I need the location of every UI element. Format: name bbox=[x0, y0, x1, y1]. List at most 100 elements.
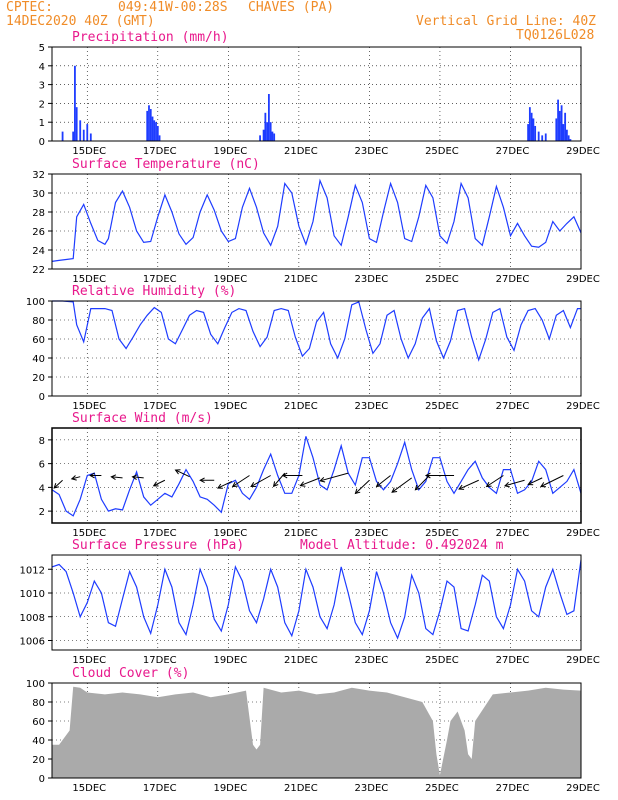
header-date: 14DEC2020 40Z (GMT) bbox=[6, 14, 155, 29]
chart-5-ytick: 40 bbox=[32, 736, 45, 747]
chart-0-bar bbox=[75, 107, 78, 141]
chart-0-xtick: 27DEC bbox=[496, 146, 530, 157]
chart-0-bar bbox=[564, 112, 567, 141]
chart-0-bar bbox=[158, 135, 161, 141]
chart-0-bar bbox=[155, 122, 157, 141]
chart-0-bar bbox=[560, 105, 563, 141]
chart-5-ytick: 0 bbox=[39, 774, 45, 785]
chart-0-bar bbox=[534, 125, 537, 141]
chart-4-ytick: 1012 bbox=[20, 565, 45, 576]
chart-3-wind-arrow bbox=[217, 480, 233, 489]
chart-3-wind-arrowhead bbox=[89, 472, 95, 479]
chart-4-xtick: 21DEC bbox=[284, 655, 318, 666]
chart-3-frame bbox=[51, 427, 582, 524]
chart-3-wind-arrowhead bbox=[540, 482, 547, 488]
chart-0-bar bbox=[537, 131, 540, 141]
chart-0-bar bbox=[156, 125, 159, 141]
chart-1-xtick: 19DEC bbox=[213, 274, 247, 285]
chart-2-xtick: 25DEC bbox=[425, 401, 459, 412]
chart-2-series-line bbox=[52, 300, 581, 362]
chart-1-ytick: 32 bbox=[32, 170, 45, 181]
chart-2-xtick: 19DEC bbox=[213, 401, 247, 412]
chart-0-bar bbox=[558, 110, 561, 141]
chart-0-bar bbox=[61, 131, 64, 141]
chart-0-ytick: 0 bbox=[39, 137, 45, 148]
chart-1-ytick: 26 bbox=[32, 227, 45, 238]
chart-5-ytick: 60 bbox=[32, 717, 45, 728]
chart-3-wind-arrowhead bbox=[458, 484, 465, 490]
chart-4-xtick: 19DEC bbox=[213, 655, 247, 666]
chart-4-ytick: 1010 bbox=[20, 589, 45, 600]
chart-0-bar bbox=[86, 124, 89, 141]
chart-0-bar bbox=[72, 131, 75, 141]
chart-4-subtitle: Model Altitude: 0.492024 m bbox=[300, 538, 504, 553]
chart-1-title: Surface Temperature (nC) bbox=[72, 157, 260, 172]
chart-3-wind-arrowhead bbox=[272, 481, 279, 488]
chart-4-title: Surface Pressure (hPa) bbox=[72, 538, 244, 553]
chart-3-wind-arrowhead bbox=[231, 481, 238, 488]
chart-5-ytick: 80 bbox=[32, 698, 45, 709]
header-coords: 049:41W-00:28S bbox=[118, 0, 228, 15]
chart-0-title: Precipitation (mm/h) bbox=[72, 30, 229, 45]
header-grid-line: Vertical Grid Line: 40Z bbox=[416, 14, 597, 29]
chart-3-wind-arrow bbox=[504, 479, 525, 487]
chart-1-ytick: 30 bbox=[32, 189, 45, 200]
chart-0-xtick: 19DEC bbox=[213, 146, 247, 157]
chart-3-wind-arrow bbox=[458, 479, 479, 490]
chart-4-ytick: 1008 bbox=[20, 613, 45, 624]
chart-3-wind-arrowhead bbox=[424, 472, 431, 479]
chart-0-bar bbox=[267, 94, 270, 141]
chart-1-series-line bbox=[51, 178, 582, 262]
chart-3-wind-arrow bbox=[527, 477, 543, 485]
chart-0-ytick: 4 bbox=[39, 62, 45, 73]
chart-3-wind-arrowhead bbox=[110, 474, 117, 481]
chart-5-ytick: 100 bbox=[26, 679, 45, 690]
chart-2-ytick: 60 bbox=[32, 335, 45, 346]
chart-5-frame bbox=[51, 682, 582, 779]
chart-3-wind-arrow bbox=[71, 476, 81, 480]
chart-3-wind-arrow bbox=[391, 477, 413, 493]
chart-0-bar bbox=[541, 135, 544, 141]
chart-1-ytick: 22 bbox=[32, 265, 45, 276]
chart-0-bar bbox=[273, 133, 276, 141]
chart-2-xtick: 29DEC bbox=[566, 401, 600, 412]
chart-1-ytick: 24 bbox=[32, 246, 45, 257]
chart-1-xtick: 25DEC bbox=[425, 274, 459, 285]
chart-3-xtick: 27DEC bbox=[496, 528, 530, 539]
chart-0-bar bbox=[555, 118, 558, 141]
chart-0-xtick: 23DEC bbox=[355, 146, 389, 157]
chart-1-xtick: 23DEC bbox=[355, 274, 389, 285]
chart-3-wind-arrow bbox=[414, 475, 430, 491]
chart-2-xtick: 21DEC bbox=[284, 401, 318, 412]
chart-5-area bbox=[52, 686, 581, 778]
chart-3-wind-arrow bbox=[232, 475, 250, 487]
chart-0-bar bbox=[527, 124, 529, 141]
chart-3-wind-arrowhead bbox=[485, 481, 492, 488]
chart-0-ytick: 2 bbox=[39, 99, 45, 110]
chart-0-xtick: 17DEC bbox=[143, 146, 177, 157]
chart-5-xtick: 17DEC bbox=[143, 783, 177, 794]
chart-3-ytick: 8 bbox=[39, 436, 45, 447]
chart-3-wind-arrow bbox=[175, 469, 190, 478]
chart-2-ytick: 80 bbox=[32, 316, 45, 327]
chart-0-frame bbox=[51, 46, 582, 142]
chart-0-bar bbox=[153, 120, 156, 141]
chart-0-ytick: 1 bbox=[39, 118, 45, 129]
chart-3-wind-arrowhead bbox=[527, 480, 534, 486]
header-location: CHAVES (PA) bbox=[248, 0, 335, 15]
chart-0-bar bbox=[544, 133, 547, 141]
chart-4-xtick: 27DEC bbox=[496, 655, 530, 666]
chart-3-xtick: 23DEC bbox=[355, 528, 389, 539]
chart-3-wind-arrow bbox=[153, 479, 166, 487]
chart-0-bar bbox=[79, 120, 82, 141]
chart-4-series-line bbox=[51, 559, 582, 640]
chart-4-xtick: 25DEC bbox=[425, 655, 459, 666]
chart-3-ytick: 4 bbox=[39, 483, 45, 494]
chart-2-xtick: 17DEC bbox=[143, 401, 177, 412]
chart-0-bar bbox=[532, 118, 535, 141]
chart-3-wind-arrowhead bbox=[375, 481, 382, 488]
chart-1-ytick: 28 bbox=[32, 208, 45, 219]
chart-5-xtick: 25DEC bbox=[425, 783, 459, 794]
chart-5-xtick: 23DEC bbox=[355, 783, 389, 794]
